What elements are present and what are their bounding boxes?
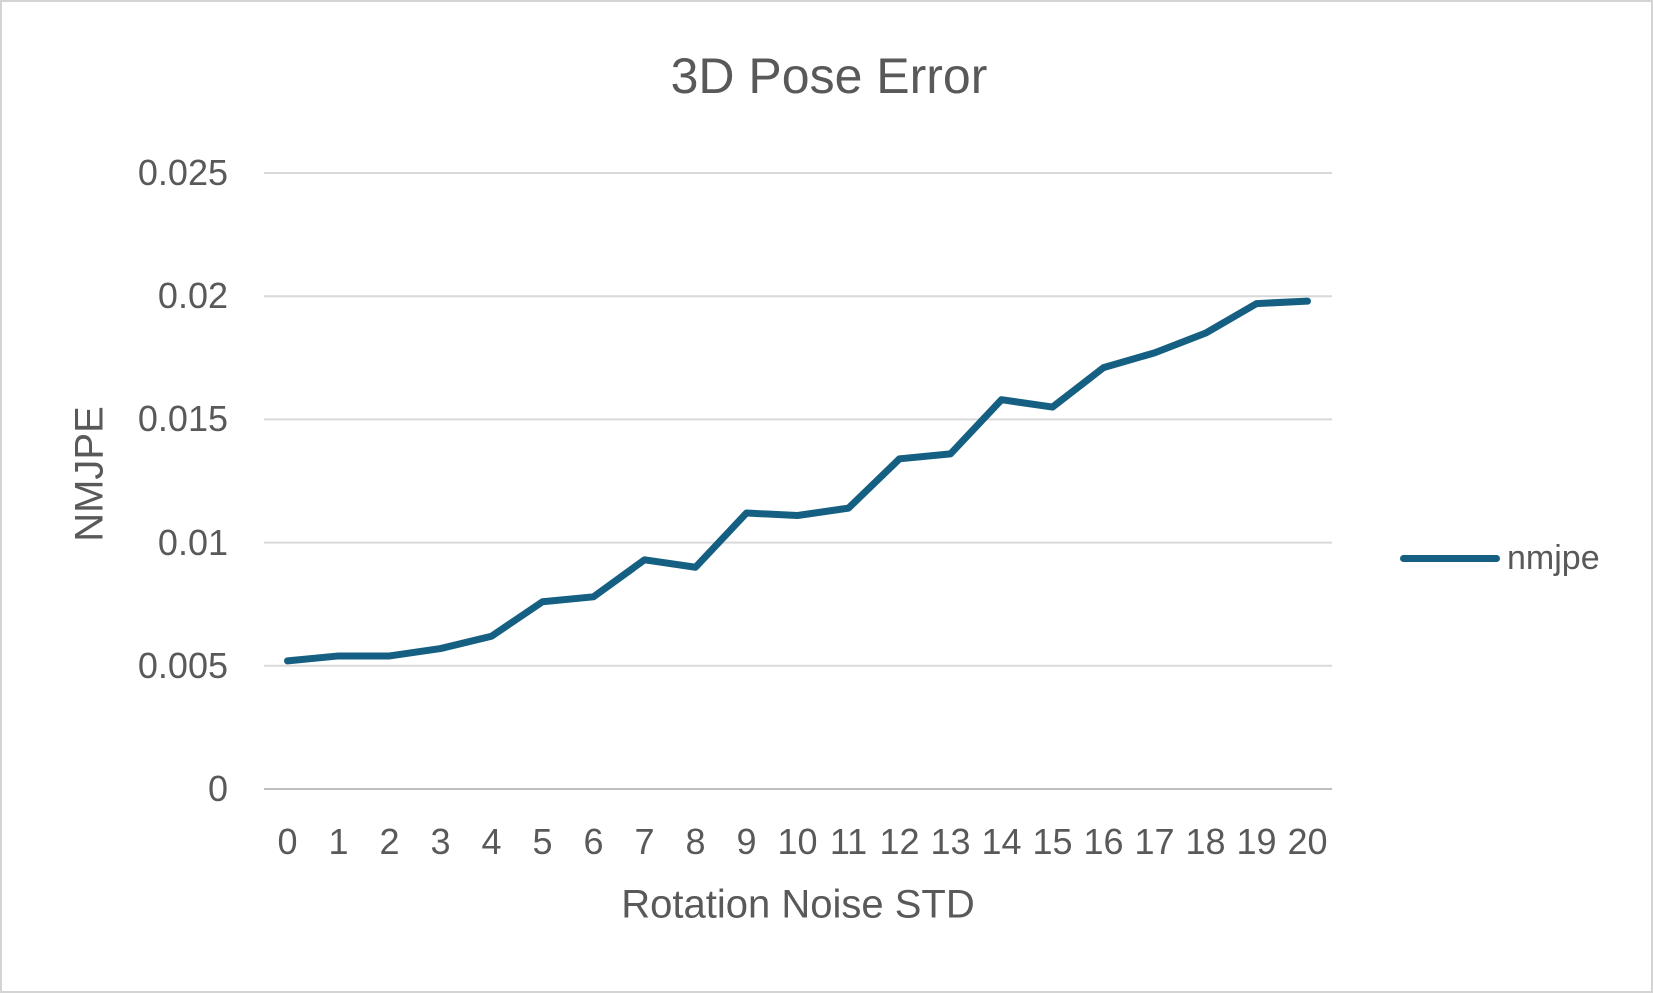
- x-tick-label: 8: [685, 821, 706, 862]
- x-tick-label: 12: [879, 821, 920, 862]
- x-tick-label: 1: [328, 821, 349, 862]
- y-tick-label: 0: [207, 768, 228, 809]
- x-tick-label: 5: [532, 821, 553, 862]
- chart-title: 3D Pose Error: [670, 48, 988, 104]
- x-tick-label: 7: [634, 821, 655, 862]
- x-tick-label: 2: [379, 821, 400, 862]
- y-tick-label: 0.005: [137, 644, 228, 686]
- x-tick-label: 17: [1134, 821, 1175, 862]
- x-tick-label: 0: [277, 821, 298, 862]
- x-axis-title: Rotation Noise STD: [621, 882, 975, 927]
- x-tick-label: 15: [1032, 821, 1073, 862]
- x-tick-label: 10: [777, 821, 818, 862]
- x-tick-label: 3: [430, 821, 451, 862]
- x-tick-label: 20: [1287, 821, 1328, 862]
- x-tick-label: 18: [1185, 821, 1226, 862]
- y-tick-label: 0.02: [157, 275, 228, 317]
- legend-line-swatch: [1400, 554, 1500, 562]
- y-tick-label: 0.01: [157, 521, 228, 563]
- y-tick-label: 0.015: [137, 398, 228, 440]
- x-tick-label: 13: [930, 821, 971, 862]
- x-tick-label: 4: [481, 821, 502, 862]
- x-tick-label: 16: [1083, 821, 1124, 862]
- x-tick-label: 11: [829, 821, 868, 862]
- x-tick-label: 9: [736, 821, 757, 862]
- series-line-nmjpe: [284, 297, 1311, 665]
- gridlines: [264, 172, 1332, 790]
- y-tick-label: 0.025: [137, 152, 228, 193]
- x-tick-label: 6: [583, 821, 604, 862]
- x-tick-label: 14: [981, 821, 1022, 862]
- x-tick-label: 19: [1236, 821, 1277, 862]
- legend-label: nmjpe: [1507, 538, 1600, 577]
